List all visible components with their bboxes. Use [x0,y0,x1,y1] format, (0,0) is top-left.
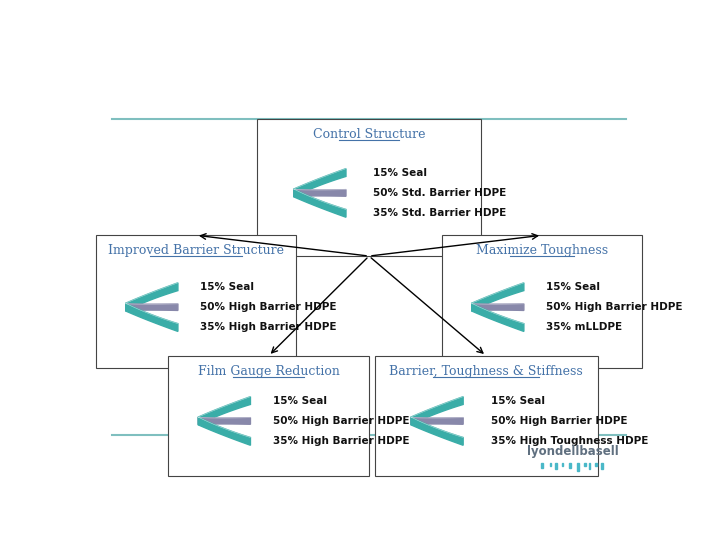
FancyBboxPatch shape [96,235,297,368]
Polygon shape [411,417,463,445]
Bar [601,463,603,469]
Text: Film Gauge Reduction: Film Gauge Reduction [197,365,340,378]
Text: 15% Seal: 15% Seal [490,396,544,406]
Polygon shape [126,283,178,311]
Text: 50% High Barrier HDPE: 50% High Barrier HDPE [273,416,409,426]
Text: 15% Seal: 15% Seal [546,282,600,292]
FancyBboxPatch shape [258,119,481,256]
Text: 35% High Toughness HDPE: 35% High Toughness HDPE [490,436,648,446]
Text: Barrier, Toughness & Stiffness: Barrier, Toughness & Stiffness [390,365,583,378]
Polygon shape [126,304,178,310]
Text: 15% Seal: 15% Seal [273,396,327,406]
Text: 35% High Barrier HDPE: 35% High Barrier HDPE [273,436,409,446]
Bar [584,463,586,467]
Text: 15% Seal: 15% Seal [374,168,428,178]
Bar [555,463,557,469]
Bar [569,463,571,468]
Text: 35% Std. Barrier HDPE: 35% Std. Barrier HDPE [374,208,507,218]
Text: Maximize Toughness: Maximize Toughness [476,245,608,258]
Polygon shape [472,303,524,332]
Text: 35% mLLDPE: 35% mLLDPE [546,322,622,332]
Polygon shape [472,304,524,310]
Bar [549,463,552,466]
Polygon shape [198,417,251,445]
Polygon shape [472,283,524,311]
Bar [541,463,543,468]
FancyBboxPatch shape [168,356,369,476]
Polygon shape [294,190,346,196]
Polygon shape [411,417,463,424]
Text: 50% High Barrier HDPE: 50% High Barrier HDPE [200,302,336,312]
Polygon shape [294,168,346,197]
Bar [595,463,597,467]
Polygon shape [198,397,251,425]
Polygon shape [126,303,178,332]
Bar [588,463,590,469]
Polygon shape [294,189,346,217]
FancyBboxPatch shape [374,356,598,476]
Text: Control Structure: Control Structure [312,128,426,141]
Polygon shape [411,397,463,425]
Text: 50% High Barrier HDPE: 50% High Barrier HDPE [546,302,683,312]
Polygon shape [198,417,251,424]
Text: 15% Seal: 15% Seal [200,282,254,292]
Text: Improved Barrier Structure: Improved Barrier Structure [108,245,284,258]
Text: 50% Std. Barrier HDPE: 50% Std. Barrier HDPE [374,188,507,198]
Text: lyondellbasell: lyondellbasell [527,445,618,458]
FancyBboxPatch shape [441,235,642,368]
Bar [562,463,564,465]
Text: 35% High Barrier HDPE: 35% High Barrier HDPE [200,322,336,332]
Text: 50% High Barrier HDPE: 50% High Barrier HDPE [490,416,627,426]
Bar [577,463,579,471]
